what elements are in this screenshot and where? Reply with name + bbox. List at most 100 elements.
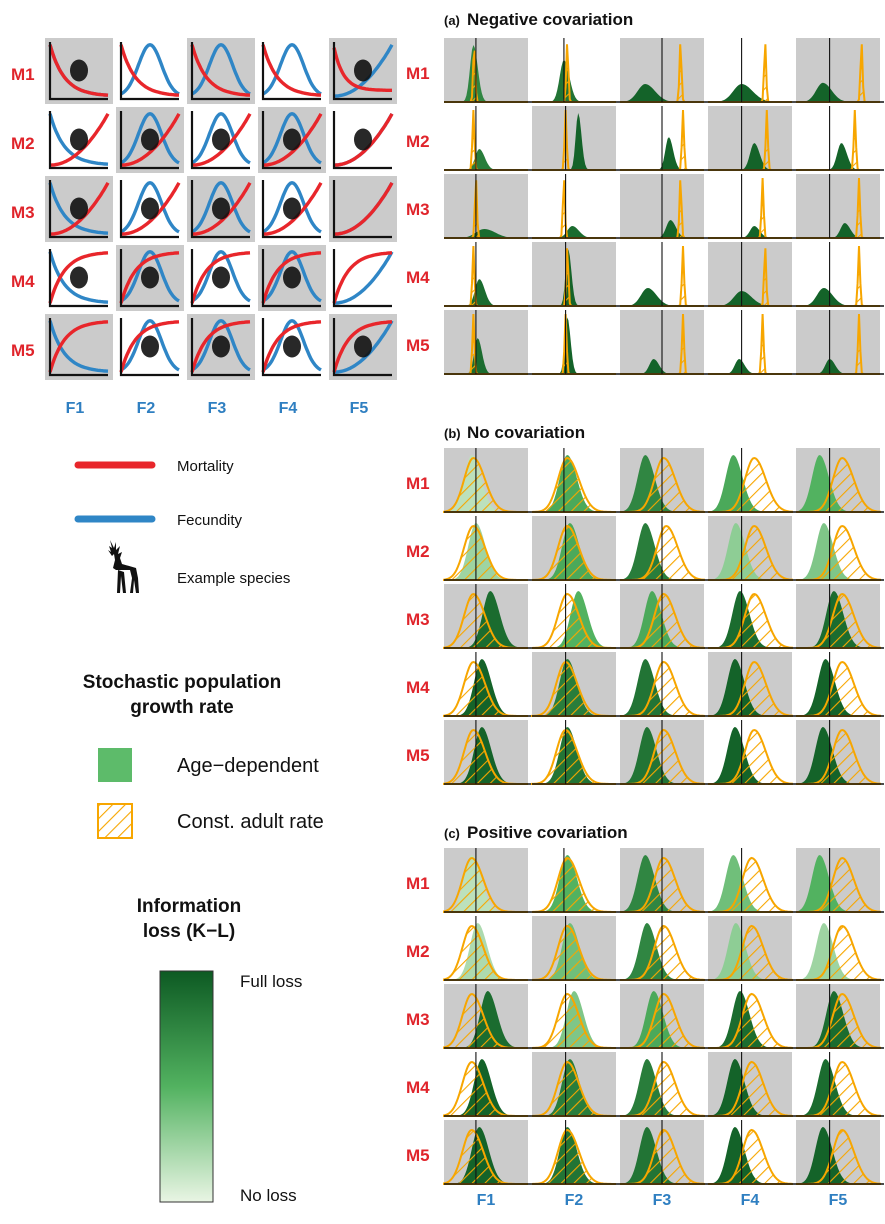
density-cell [620,174,708,239]
age-dependent-density [708,659,792,716]
density-cell [532,38,620,103]
schematic-row-label: M5 [11,341,35,360]
schematic-cell [329,38,397,104]
density-cell-bg [532,38,616,102]
density-cell [531,584,620,649]
age-dependent-density [708,1127,792,1184]
age-dependent-density [444,229,528,238]
schematic-col-label: F4 [279,400,298,417]
schematic-curves [119,180,181,239]
density-cell [531,652,620,717]
density-cell [708,984,796,1049]
schematic-axes [332,111,392,170]
schematic-cell [116,245,184,311]
mortality-curve [190,44,251,97]
species-silhouette-icon [70,59,88,82]
schematic-curves [119,42,180,101]
age-dependent-density [708,1059,792,1116]
species-silhouette-icon [141,128,159,151]
density-cell [796,174,884,239]
schematic-curves [48,180,110,239]
panel-c-tag: (c) [444,826,460,841]
schematic-axes [190,42,250,101]
density-cell [531,848,620,913]
schematic-col-label: F2 [137,400,156,417]
mortality-curve [192,112,252,167]
density-cell [708,848,796,913]
fecundity-curve [191,250,251,303]
legend: Mortality Fecundity Example species Stoc… [74,458,324,1205]
density-cell-bg [708,310,792,374]
density-cell [620,848,708,913]
species-silhouette-icon [212,128,230,151]
schematic-curves [261,111,323,170]
density-cell [708,916,796,981]
age-dependent-density [796,143,880,170]
age-dependent-density [620,855,704,912]
fecundity-curve [262,319,322,372]
age-dependent-density [444,279,528,306]
panel-row-label: M5 [406,1146,430,1165]
density-cell [531,448,620,513]
fecundity-curve [191,319,251,372]
species-silhouette-icon [141,197,159,220]
species-silhouette-icon [354,59,372,82]
panel-row-label: M5 [406,746,430,765]
species-silhouette-icon [354,335,372,358]
density-cell [708,1052,796,1117]
fecundity-curve [191,112,251,165]
density-cell [444,242,532,307]
schematic-axes [48,318,108,377]
schematic-curves [261,42,322,101]
panel-col-label: F1 [477,1192,496,1209]
panel-c-density-grid: M1 M2 M3 M4 M5 F1 F2 F3 F4 F5 [406,848,884,1209]
mortality-curve [261,320,322,373]
schematic-curves [190,318,251,377]
mortality-curve [121,112,181,167]
age-dependent-density [620,523,704,580]
schematic-cell [116,38,184,104]
age-dependent-density [796,855,880,912]
schematic-axes [332,249,392,308]
age-dependent-density [620,1127,704,1184]
fecundity-curve [262,112,322,165]
fecundity-curve [120,181,180,234]
density-cell [620,916,708,981]
panel-col-label: F5 [829,1192,848,1209]
age-dependent-density [708,143,792,170]
species-silhouette-icon [283,266,301,289]
age-dependent-label: Age−dependent [177,755,319,777]
schematic-cell [187,176,255,242]
schematic-axes [261,180,321,239]
age-dependent-density [708,727,792,784]
species-silhouette-icon [283,197,301,220]
mortality-curve [334,181,394,236]
schematic-curves [332,180,394,239]
density-cell [443,652,532,717]
density-cell [443,448,532,513]
panel-col-label: F2 [565,1192,584,1209]
panel-row-label: M3 [406,1010,430,1029]
age-dependent-density [708,226,792,238]
schematic-cell [258,245,326,311]
schematic-curves [190,249,251,308]
density-cell [796,1052,884,1117]
schematic-cell [45,176,113,242]
schematic-cell [258,107,326,173]
density-cell [708,38,796,103]
mortality-curve [48,251,109,304]
schematic-curves [48,318,109,377]
mortality-curve [119,44,180,97]
schematic-axes [119,180,179,239]
mortality-curve [332,251,393,304]
schematic-cell-bg [329,176,397,242]
age-dependent-density [708,923,792,980]
schematic-axes [332,180,392,239]
schematic-curves [332,42,394,101]
schematic-axes [119,318,179,377]
age-dependent-density [444,1127,528,1184]
schematic-cell [329,107,397,173]
mortality-curve [50,112,110,167]
info-loss-title-line1: Information [137,896,242,917]
